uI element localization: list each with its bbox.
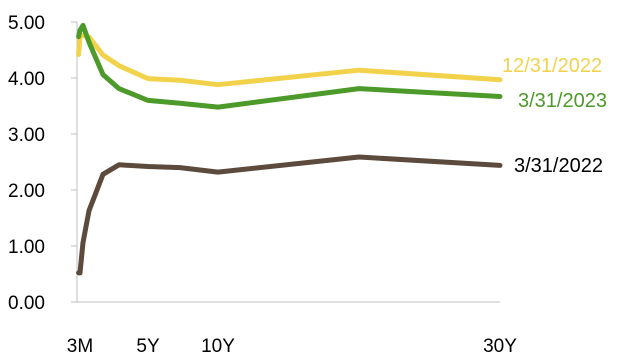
y-tick-label: 1.00: [8, 237, 45, 258]
series-label-0: 12/31/2022: [502, 55, 602, 77]
x-tick-label: 5Y: [136, 336, 160, 357]
y-axis-ticks: 0.00 1.00 2.00 3.00 4.00 5.00: [8, 13, 77, 314]
series-label-2: 3/31/2022: [514, 155, 603, 177]
series-lines: [76, 22, 503, 276]
y-tick-label: 5.00: [8, 13, 45, 34]
series-line-0: [76, 32, 503, 88]
y-tick-label: 3.00: [8, 125, 45, 146]
axes: [76, 22, 500, 303]
x-axis-ticks: 3M 5Y 10Y 30Y: [67, 336, 517, 357]
y-tick-label: 2.00: [8, 181, 45, 202]
series-line-1: [76, 22, 503, 110]
x-tick-label: 10Y: [201, 336, 235, 357]
x-tick-label: 30Y: [483, 336, 517, 357]
series-line-2: [76, 154, 503, 276]
y-tick-label: 4.00: [8, 69, 45, 90]
x-tick-label: 3M: [67, 336, 93, 357]
series-labels: 12/31/2022 3/31/2023 3/31/2022: [502, 55, 607, 177]
series-label-1: 3/31/2023: [518, 90, 607, 112]
y-tick-label: 0.00: [8, 293, 45, 314]
